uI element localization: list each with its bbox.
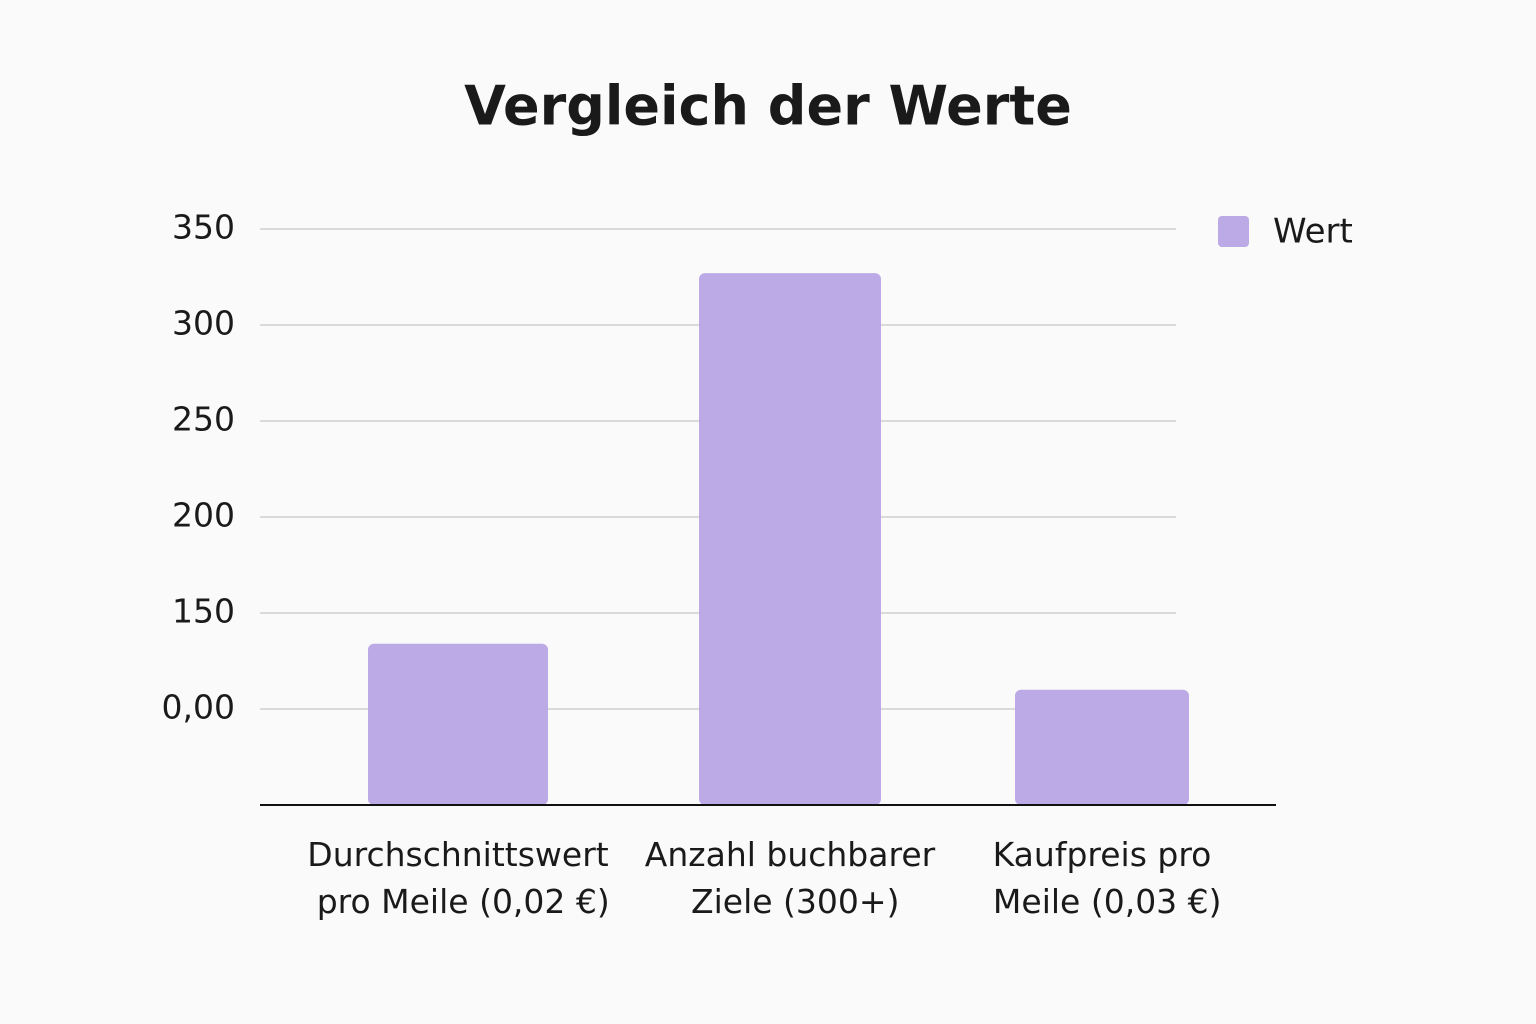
y-tick-label: 250: [172, 400, 235, 439]
y-tick-label: 200: [172, 496, 235, 535]
y-tick-label: 0,00: [162, 688, 235, 727]
chart-title: Vergleich der Werte: [464, 75, 1072, 138]
y-tick-label: 350: [172, 208, 235, 247]
bar: [699, 273, 881, 805]
x-tick-label: Kaufpreis pro Meile (0,03 €): [982, 835, 1221, 921]
legend-swatch: [1218, 216, 1249, 247]
bar: [1015, 689, 1189, 805]
x-tick-label: Anzahl buchbarer Ziele (300+): [645, 835, 936, 921]
y-tick-label: 150: [172, 592, 235, 631]
x-tick-label: Durchschnittswert pro Meile (0,02 €): [306, 835, 610, 921]
y-tick-label: 300: [172, 304, 235, 343]
legend-label: Wert: [1273, 212, 1353, 252]
bar: [368, 643, 548, 805]
